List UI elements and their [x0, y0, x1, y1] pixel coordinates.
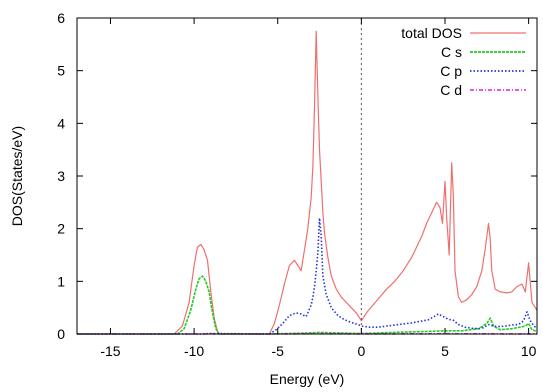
series-line-0: [77, 30, 538, 335]
series-layer: [77, 30, 538, 335]
legend-label: C d: [440, 82, 462, 98]
y-tick-label: 6: [57, 10, 65, 26]
x-axis: -15 -10 -5 0 5 10: [100, 18, 537, 359]
x-tick-label: -10: [184, 343, 204, 359]
x-tick-label: -15: [100, 343, 120, 359]
x-tick-label: 0: [357, 343, 365, 359]
y-tick-label: 2: [57, 221, 65, 237]
x-tick-label: 10: [521, 343, 537, 359]
legend: total DOS C s C p C d: [401, 25, 526, 98]
plot-frame: [76, 17, 538, 335]
x-tick-label: 5: [441, 343, 449, 359]
y-tick-label: 0: [57, 326, 65, 342]
y-axis-title: DOS(States/eV): [9, 126, 25, 226]
y-tick-label: 5: [57, 63, 65, 79]
series-line-1: [77, 275, 538, 335]
y-axis: 0 1 2 3 4 5 6: [57, 10, 537, 342]
y-tick-label: 3: [57, 168, 65, 184]
x-axis-title: Energy (eV): [270, 371, 345, 387]
y-tick-label: 1: [57, 273, 65, 289]
x-tick-label: -5: [272, 343, 285, 359]
legend-label: C s: [441, 44, 462, 60]
legend-label: C p: [440, 63, 462, 79]
y-tick-label: 4: [57, 115, 65, 131]
legend-label: total DOS: [401, 25, 462, 41]
